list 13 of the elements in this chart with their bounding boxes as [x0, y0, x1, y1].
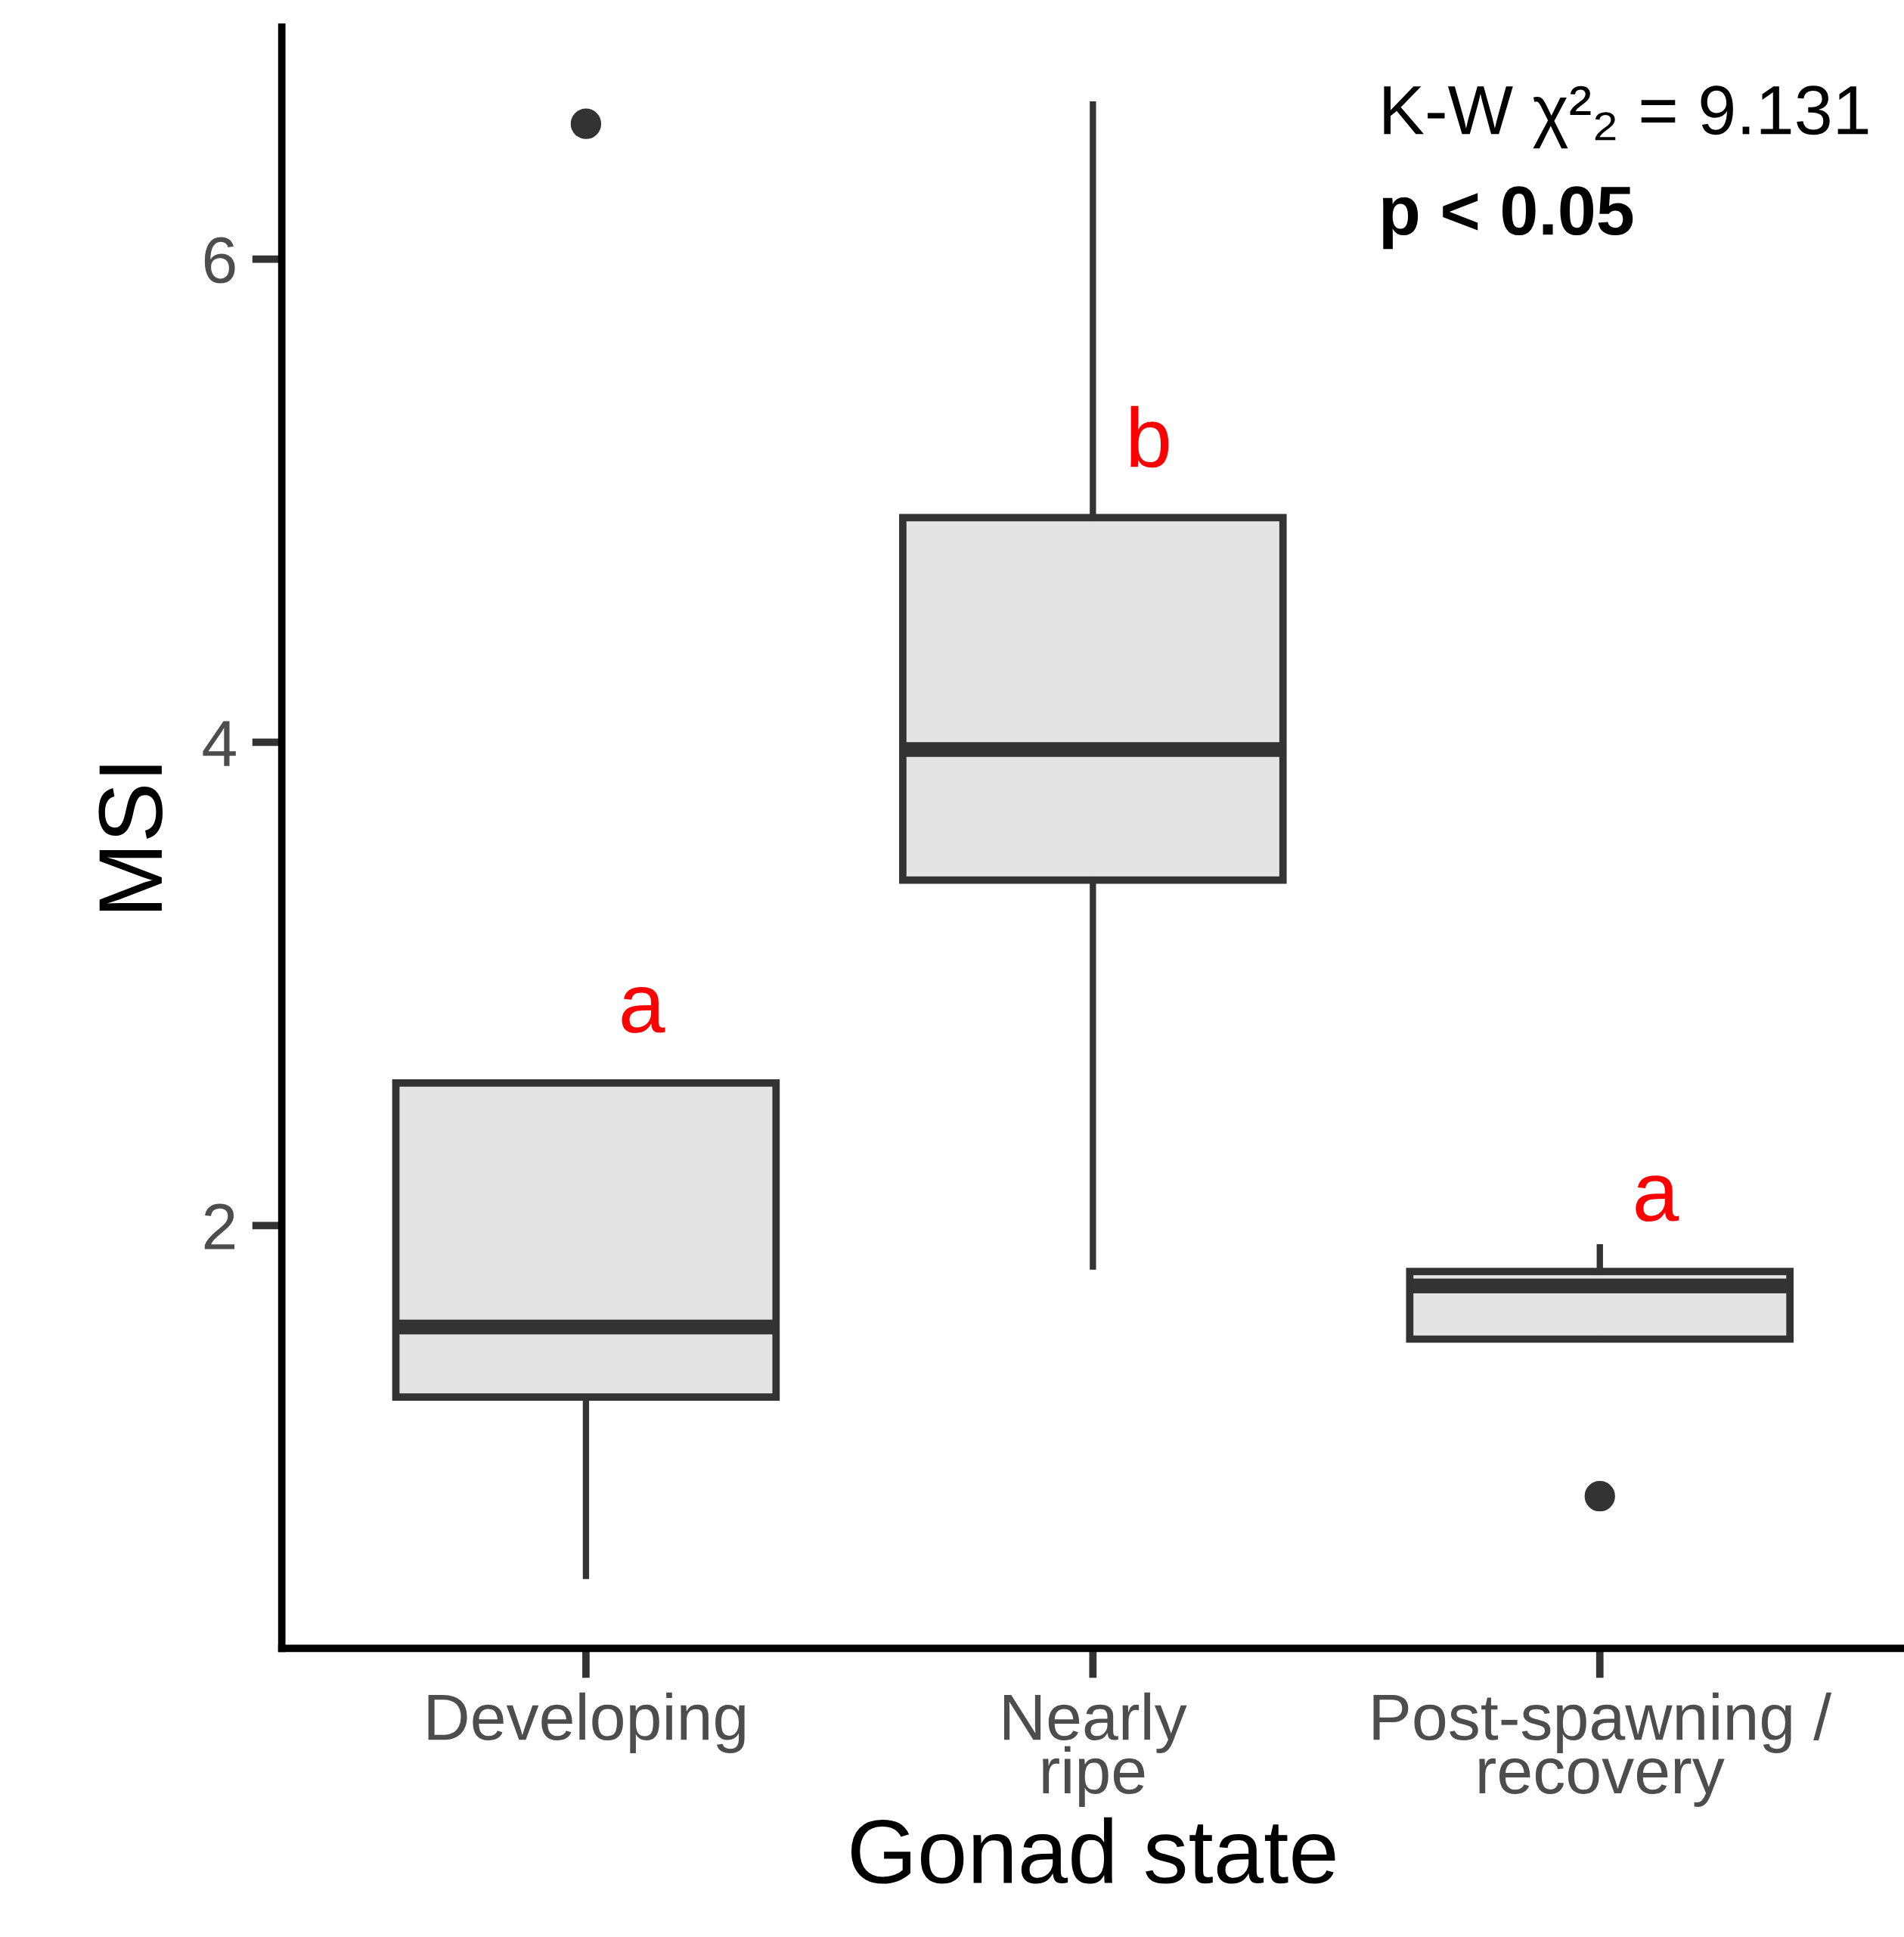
- y-tick-label: 2: [204, 1203, 235, 1249]
- annotation: p < 0.05: [1382, 186, 1633, 250]
- annotation: a: [622, 986, 665, 1033]
- y-tick-label: 6: [204, 237, 235, 284]
- x-tick-label: Post-spawning / recovery: [1373, 1692, 1832, 1807]
- x-tick-label: Developing: [428, 1692, 745, 1754]
- annotation: b: [1130, 405, 1169, 468]
- y-axis-title: MSI: [98, 765, 163, 911]
- x-tick-label: Nearly ripe: [1003, 1692, 1187, 1807]
- annotation: a: [1636, 1175, 1679, 1222]
- y-tick-label: 4: [203, 721, 236, 766]
- annotation: K-W χ²₂ = 9.131: [1384, 85, 1868, 149]
- x-axis-title: Gonad state: [851, 1817, 1335, 1884]
